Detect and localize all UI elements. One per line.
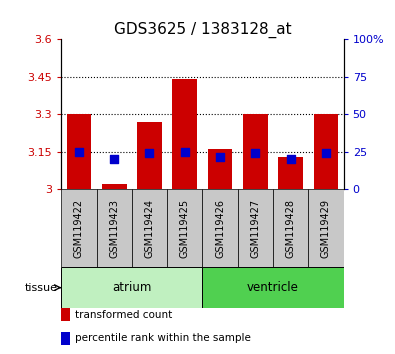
Bar — [167, 189, 202, 267]
Text: atrium: atrium — [112, 281, 152, 294]
Point — [146, 150, 152, 156]
Bar — [273, 189, 308, 267]
Bar — [278, 157, 303, 189]
Bar — [96, 189, 132, 267]
Bar — [308, 189, 344, 267]
Bar — [66, 114, 91, 189]
Text: GSM119426: GSM119426 — [215, 199, 225, 258]
Bar — [132, 189, 167, 267]
Bar — [61, 308, 70, 321]
Bar — [102, 184, 126, 189]
Title: GDS3625 / 1383128_at: GDS3625 / 1383128_at — [114, 21, 291, 38]
Bar — [61, 189, 96, 267]
Text: GSM119429: GSM119429 — [321, 199, 331, 258]
Text: GSM119425: GSM119425 — [180, 199, 190, 258]
Bar — [137, 122, 162, 189]
Point — [323, 150, 329, 156]
Text: transformed count: transformed count — [75, 309, 173, 320]
Text: GSM119424: GSM119424 — [145, 199, 154, 258]
Point — [217, 154, 223, 160]
Text: ventricle: ventricle — [247, 281, 299, 294]
Bar — [61, 267, 202, 308]
Bar — [314, 114, 339, 189]
Text: GSM119422: GSM119422 — [74, 199, 84, 258]
Bar — [173, 79, 197, 189]
Bar — [208, 149, 232, 189]
Point — [76, 149, 82, 155]
Bar — [243, 114, 268, 189]
Bar — [238, 189, 273, 267]
Text: tissue: tissue — [24, 282, 57, 293]
Point — [182, 149, 188, 155]
Bar — [202, 267, 344, 308]
Text: GSM119427: GSM119427 — [250, 199, 260, 258]
Point — [288, 156, 294, 162]
Bar — [202, 189, 238, 267]
Point — [111, 156, 117, 162]
Text: GSM119423: GSM119423 — [109, 199, 119, 258]
Text: GSM119428: GSM119428 — [286, 199, 296, 258]
Bar — [61, 332, 70, 346]
Point — [252, 150, 259, 156]
Text: percentile rank within the sample: percentile rank within the sample — [75, 333, 251, 343]
